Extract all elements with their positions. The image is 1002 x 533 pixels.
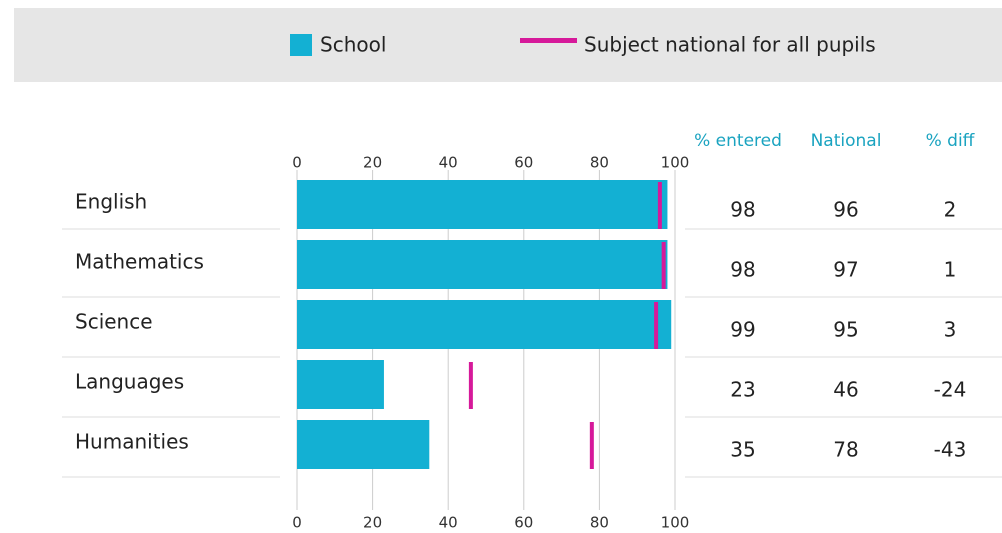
legend-label: Subject national for all pupils [584, 33, 876, 57]
bar [297, 300, 672, 349]
legend-label: School [320, 33, 386, 57]
x-tick-label: 80 [590, 154, 609, 172]
category-label: Languages [75, 370, 184, 394]
legend-swatch [520, 38, 577, 43]
category-label: Science [75, 310, 153, 334]
bar [297, 360, 384, 409]
x-tick-label: 60 [514, 154, 533, 172]
column-header: National [811, 131, 882, 151]
bar [297, 180, 668, 229]
x-tick-label: 20 [363, 154, 382, 172]
table-value: -43 [934, 438, 967, 462]
table-value: 23 [730, 378, 755, 402]
national-marker [468, 362, 473, 409]
table-value: 95 [833, 318, 858, 342]
table-value: 2 [944, 198, 957, 222]
table-value: -24 [934, 378, 967, 402]
column-header: % diff [926, 131, 976, 151]
x-tick-label: 100 [661, 514, 690, 532]
national-marker [589, 422, 594, 469]
x-tick-label: 0 [292, 514, 302, 532]
table-value: 98 [730, 198, 755, 222]
category-label: English [75, 190, 147, 214]
x-tick-label: 0 [292, 154, 302, 172]
legend: School Subject national for all pupils [290, 33, 876, 57]
table-value: 99 [730, 318, 755, 342]
x-tick-label: 20 [363, 514, 382, 532]
legend-box [14, 8, 1002, 82]
table-value: 78 [833, 438, 858, 462]
x-tick-label: 40 [439, 514, 458, 532]
table-value: 46 [833, 378, 858, 402]
x-tick-label: 40 [439, 154, 458, 172]
table-value: 35 [730, 438, 755, 462]
category-label: Humanities [75, 430, 189, 454]
x-tick-label: 60 [514, 514, 533, 532]
bar [297, 240, 668, 289]
x-tick-label: 80 [590, 514, 609, 532]
national-marker [661, 242, 666, 289]
legend-swatch [290, 34, 312, 56]
column-header: % entered [694, 131, 782, 151]
table-value: 1 [944, 258, 957, 282]
category-label: Mathematics [75, 250, 204, 274]
national-marker [657, 182, 662, 229]
national-marker [654, 302, 659, 349]
table-value: 98 [730, 258, 755, 282]
table-value: 96 [833, 198, 858, 222]
bar [297, 420, 430, 469]
table-value: 3 [944, 318, 957, 342]
x-tick-label: 100 [661, 154, 690, 172]
table-value: 97 [833, 258, 858, 282]
